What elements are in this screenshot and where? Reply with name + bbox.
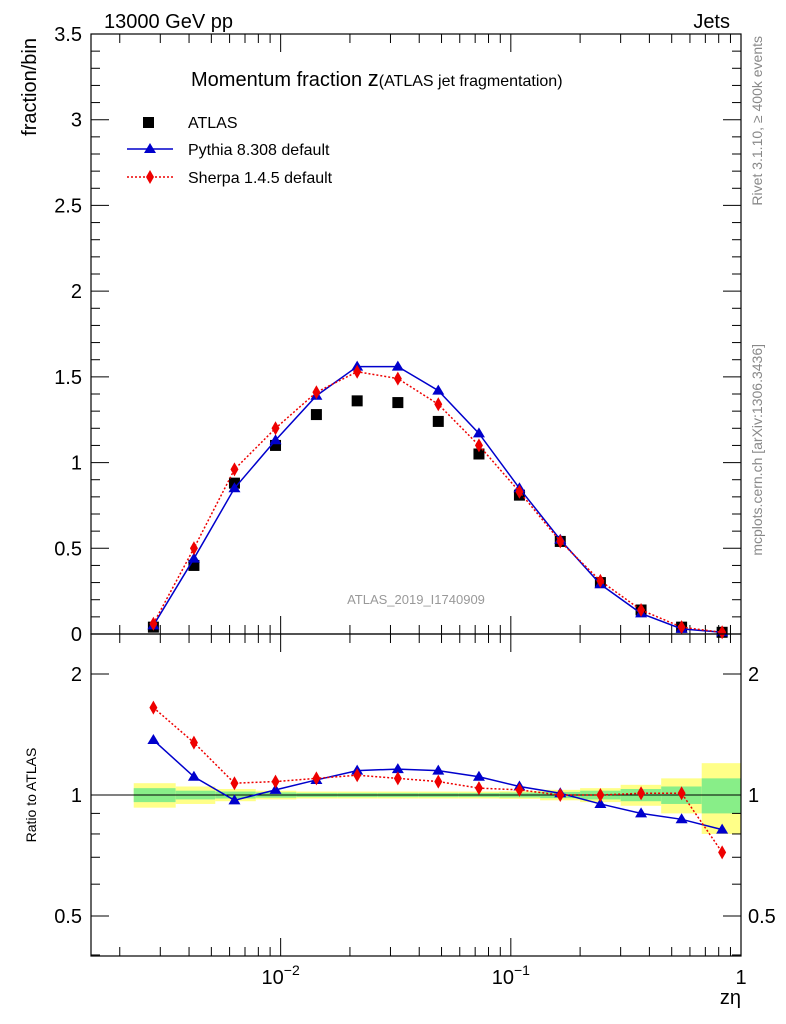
ratio-pythia-point xyxy=(187,770,200,781)
ratio-sherpa-point xyxy=(271,774,280,789)
main-y-tick-labels: 0 0.5 1 1.5 2 2.5 3 3.5 xyxy=(54,24,82,646)
ratio-y-tick-label-right: 0.5 xyxy=(748,906,776,928)
legend-atlas-marker xyxy=(143,117,154,128)
chart-title: Momentum fraction z(ATLAS jet fragmentat… xyxy=(191,66,563,91)
ratio-pythia-point xyxy=(432,764,445,775)
main-y-tick-label: 1 xyxy=(71,453,82,475)
x-axis-label: zη xyxy=(720,987,741,1009)
main-y-tick-label: 0.5 xyxy=(54,538,82,560)
main-pythia-point xyxy=(228,482,241,493)
ratio-sherpa-point xyxy=(637,786,646,801)
legend-pythia-label: Pythia 8.308 default xyxy=(188,142,330,159)
main-sherpa-point xyxy=(718,625,727,640)
ratio-pythia-point xyxy=(716,823,729,834)
main-data-point xyxy=(310,409,322,421)
ratio-sherpa-point xyxy=(189,735,198,750)
ratio-y-tick-label-right: 2 xyxy=(748,664,759,686)
main-pythia-point xyxy=(269,434,282,445)
ratio-y-tick-label: 2 xyxy=(71,664,82,686)
ratio-pythia-point xyxy=(147,734,160,745)
ratio-pythia-point xyxy=(594,797,607,808)
main-y-axis-label: fraction/bin xyxy=(19,38,41,136)
main-sherpa-point xyxy=(149,616,158,631)
main-axis-ticks xyxy=(91,33,742,635)
legend-pythia-marker xyxy=(144,143,156,153)
x-tick-labels: 10−2 10−1 1 xyxy=(262,962,747,989)
main-pythia-point xyxy=(391,360,404,371)
ratio-pythia-point xyxy=(675,813,688,824)
ratio-sherpa-point xyxy=(149,700,158,715)
main-sherpa-point xyxy=(189,541,198,556)
ratio-y-tick-labels: 0.5 0.5 1 1 2 2 xyxy=(54,664,776,928)
ratio-sherpa-point xyxy=(515,782,524,797)
main-pythia-point xyxy=(432,384,445,395)
ratio-band-inner xyxy=(701,778,741,814)
main-y-tick-label: 3.5 xyxy=(54,24,82,46)
main-data-point xyxy=(432,415,444,427)
analysis-watermark: ATLAS_2019_I1740909 xyxy=(347,592,485,607)
ratio-sherpa-point xyxy=(353,768,362,783)
ratio-sherpa-point xyxy=(596,788,605,802)
x-tick-label: 10−1 xyxy=(492,962,530,989)
main-pythia-point xyxy=(187,552,200,563)
ratio-sherpa-point xyxy=(718,845,727,860)
ratio-sherpa-point xyxy=(677,786,686,801)
ratio-sherpa-point xyxy=(434,774,443,789)
ratio-pythia-point xyxy=(269,783,282,794)
main-sherpa-point xyxy=(434,397,443,412)
main-sherpa-point xyxy=(393,371,402,386)
process-label: Jets xyxy=(693,11,730,33)
x-tick-label: 1 xyxy=(735,967,746,989)
legend-sherpa-label: Sherpa 1.4.5 default xyxy=(188,170,333,187)
ratio-y-tick-label: 0.5 xyxy=(54,906,82,928)
main-y-tick-label: 2.5 xyxy=(54,195,82,217)
ratio-pythia-point xyxy=(635,807,648,818)
main-data-point xyxy=(270,439,282,451)
ratio-y-axis-label: Ratio to ATLAS xyxy=(23,748,39,843)
main-data-point xyxy=(351,395,363,407)
main-y-tick-label: 1.5 xyxy=(54,367,82,389)
main-series xyxy=(147,360,729,640)
main-sherpa-point xyxy=(677,620,686,635)
ratio-sherpa-line xyxy=(152,707,723,853)
ratio-axis-ticks xyxy=(91,634,742,956)
source-info: mcplots.cern.ch [arXiv:1306.3436] xyxy=(749,344,765,556)
main-sherpa-point xyxy=(556,534,565,549)
main-sherpa-point xyxy=(230,462,239,477)
legend-atlas-label: ATLAS xyxy=(188,115,238,132)
x-tick-label: 10−2 xyxy=(262,962,300,989)
ratio-pythia-point xyxy=(228,794,241,805)
ratio-sherpa-point xyxy=(312,771,321,786)
ratio-sherpa-point xyxy=(393,771,402,786)
ratio-pythia-point xyxy=(391,763,404,774)
main-sherpa-point xyxy=(515,484,524,499)
ratio-sherpa-point xyxy=(556,788,565,802)
main-y-tick-label: 3 xyxy=(71,110,82,132)
main-sherpa-point xyxy=(596,573,605,588)
main-sherpa-point xyxy=(637,603,646,617)
ratio-sherpa-point xyxy=(230,776,239,791)
ratio-y-tick-label: 1 xyxy=(71,785,82,807)
main-y-tick-label: 0 xyxy=(71,624,82,646)
ratio-sherpa-point xyxy=(474,781,483,796)
main-pythia-point xyxy=(472,427,485,438)
rivet-info: Rivet 3.1.10, ≥ 400k events xyxy=(749,36,765,206)
main-data-point xyxy=(392,397,404,409)
ratio-y-tick-label-right: 1 xyxy=(748,785,759,807)
main-y-tick-label: 2 xyxy=(71,281,82,303)
ratio-pythia-point xyxy=(472,770,485,781)
main-sherpa-point xyxy=(474,438,483,453)
main-data-point xyxy=(188,559,200,571)
energy-label: 13000 GeV pp xyxy=(104,11,233,33)
ratio-series xyxy=(147,700,729,860)
main-sherpa-point xyxy=(271,421,280,436)
legend: ATLAS Pythia 8.308 default Sherpa 1.4.5 … xyxy=(127,115,333,187)
main-data-point xyxy=(473,448,485,460)
main-sherpa-point xyxy=(312,385,321,400)
legend-sherpa-marker xyxy=(146,170,154,184)
main-sherpa-point xyxy=(353,364,362,379)
